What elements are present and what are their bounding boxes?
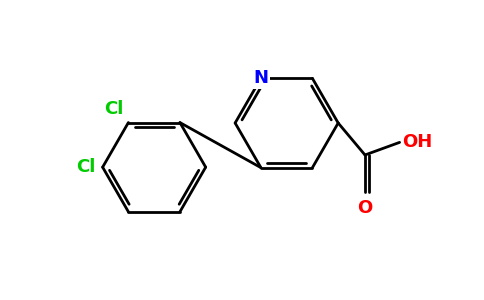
Text: OH: OH: [402, 134, 432, 152]
Text: Cl: Cl: [104, 100, 123, 118]
Text: Cl: Cl: [76, 158, 95, 176]
Text: N: N: [254, 69, 269, 87]
Text: O: O: [357, 199, 373, 217]
